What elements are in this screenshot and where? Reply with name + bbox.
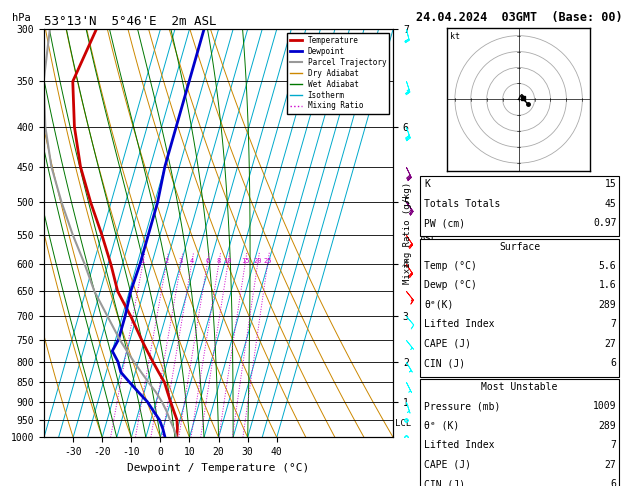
Text: Temp (°C): Temp (°C) [424, 261, 477, 271]
Text: 8: 8 [216, 258, 221, 264]
Text: PW (cm): PW (cm) [424, 218, 465, 228]
Text: 27: 27 [604, 339, 616, 349]
Text: 27: 27 [604, 460, 616, 470]
Text: 53°13'N  5°46'E  2m ASL: 53°13'N 5°46'E 2m ASL [44, 15, 216, 28]
Text: 2: 2 [164, 258, 169, 264]
Text: 1.6: 1.6 [599, 280, 616, 291]
Text: 15: 15 [241, 258, 249, 264]
Text: 10: 10 [224, 258, 232, 264]
Text: θᵉ(K): θᵉ(K) [424, 300, 454, 310]
Text: 45: 45 [604, 199, 616, 209]
Text: 7: 7 [611, 319, 616, 330]
Text: 5.6: 5.6 [599, 261, 616, 271]
Y-axis label: km
ASL: km ASL [420, 223, 437, 244]
Text: Surface: Surface [499, 242, 540, 252]
Text: Most Unstable: Most Unstable [481, 382, 558, 392]
Text: 24.04.2024  03GMT  (Base: 00): 24.04.2024 03GMT (Base: 00) [416, 11, 623, 24]
Text: 25: 25 [264, 258, 272, 264]
Text: kt: kt [450, 32, 460, 41]
Text: 6: 6 [205, 258, 209, 264]
Text: CIN (J): CIN (J) [424, 479, 465, 486]
Text: CIN (J): CIN (J) [424, 358, 465, 368]
Text: 6: 6 [611, 358, 616, 368]
Text: 289: 289 [599, 300, 616, 310]
Text: 0.97: 0.97 [593, 218, 616, 228]
Text: 15: 15 [604, 179, 616, 190]
Text: 3: 3 [179, 258, 183, 264]
Y-axis label: hPa: hPa [12, 13, 31, 23]
Text: Dewp (°C): Dewp (°C) [424, 280, 477, 291]
Text: 289: 289 [599, 421, 616, 431]
Text: CAPE (J): CAPE (J) [424, 460, 471, 470]
Text: 6: 6 [611, 479, 616, 486]
Text: LCL: LCL [395, 419, 411, 428]
X-axis label: Dewpoint / Temperature (°C): Dewpoint / Temperature (°C) [128, 463, 309, 473]
Text: 4: 4 [189, 258, 194, 264]
Text: Totals Totals: Totals Totals [424, 199, 500, 209]
Text: 20: 20 [253, 258, 262, 264]
Text: θᵉ (K): θᵉ (K) [424, 421, 459, 431]
Text: CAPE (J): CAPE (J) [424, 339, 471, 349]
Text: 7: 7 [611, 440, 616, 451]
Text: Pressure (mb): Pressure (mb) [424, 401, 500, 412]
Text: Lifted Index: Lifted Index [424, 319, 494, 330]
Text: 1009: 1009 [593, 401, 616, 412]
Text: Lifted Index: Lifted Index [424, 440, 494, 451]
Text: 1: 1 [140, 258, 145, 264]
Text: K: K [424, 179, 430, 190]
Legend: Temperature, Dewpoint, Parcel Trajectory, Dry Adiabat, Wet Adiabat, Isotherm, Mi: Temperature, Dewpoint, Parcel Trajectory… [287, 33, 389, 114]
Text: Mixing Ratio (g/kg): Mixing Ratio (g/kg) [403, 182, 412, 284]
